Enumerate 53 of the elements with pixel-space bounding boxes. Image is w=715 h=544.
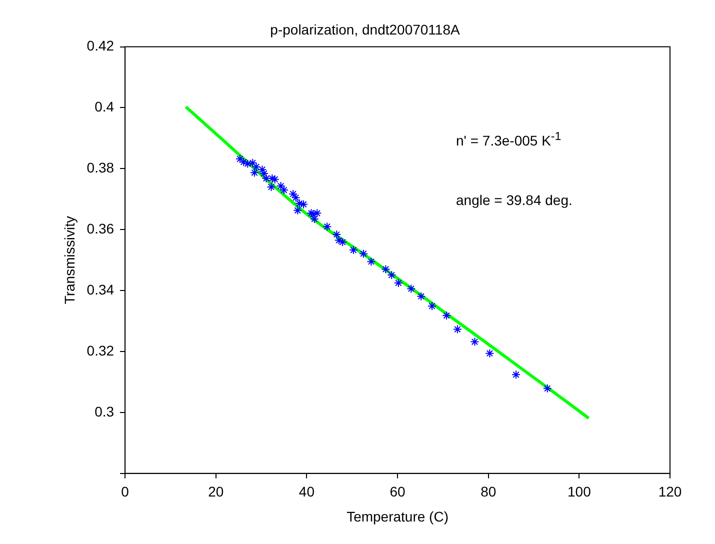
point [366, 257, 376, 266]
point [270, 174, 280, 184]
point [248, 158, 258, 168]
x-axis-title: Temperature (C) [346, 508, 448, 524]
y-tick-label: 0.38 [86, 160, 114, 176]
y-axis-title: Transmissivity [61, 216, 78, 304]
point [485, 348, 494, 358]
y-tick-label: 0.32 [86, 342, 114, 358]
point [239, 157, 248, 166]
point [332, 230, 342, 240]
x-tick-label: 80 [480, 484, 496, 500]
chart-title: p-polarization, dndt20070118A [270, 21, 460, 38]
point [338, 238, 348, 247]
point [334, 236, 344, 245]
y-tick-label: 0.34 [86, 281, 114, 298]
point [294, 198, 304, 208]
point [312, 208, 322, 218]
point [387, 270, 396, 280]
y-tick-label: 0.4 [94, 98, 114, 115]
point [288, 189, 298, 198]
x-tick-label: 100 [567, 484, 592, 500]
annotation: n' = 7.3e-005 K$^{-1}$ [456, 130, 562, 149]
point [358, 249, 368, 258]
point [512, 370, 521, 380]
point [470, 337, 480, 346]
point [279, 186, 288, 195]
x-tick-label: 60 [390, 484, 406, 500]
point [293, 206, 302, 215]
y-tick-label: 0.36 [86, 220, 114, 236]
point [381, 264, 390, 274]
point [299, 200, 308, 209]
point [268, 174, 277, 183]
point [322, 222, 332, 232]
point [250, 168, 259, 178]
point [394, 278, 403, 288]
y-tick-label: 0.3 [94, 403, 114, 420]
x-tick-label: 0 [121, 484, 130, 500]
x-tick-label: 20 [208, 484, 224, 500]
point [542, 384, 552, 393]
point [428, 302, 437, 311]
point [243, 159, 252, 168]
point [442, 311, 452, 320]
x-tick-label: 120 [658, 484, 682, 500]
point [406, 284, 416, 294]
y-tick-label: 0.42 [86, 38, 114, 54]
point [235, 154, 244, 164]
x-tick-label: 40 [298, 484, 315, 500]
point [252, 162, 261, 172]
annotation: angle = 39.84 deg. [456, 192, 572, 208]
point [416, 292, 426, 301]
point [348, 246, 358, 255]
point [452, 324, 462, 334]
point [266, 182, 276, 192]
